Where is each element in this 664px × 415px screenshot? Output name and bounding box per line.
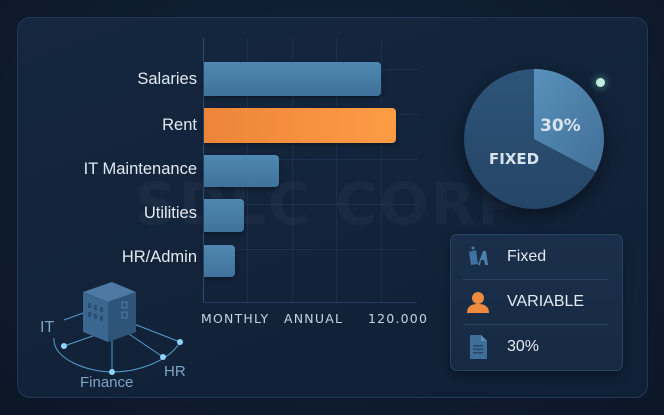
bar-salaries[interactable] — [204, 62, 381, 96]
building-icon — [83, 282, 136, 342]
dept-label-finance: Finance — [80, 374, 134, 391]
legend-item-fixed[interactable]: Fixed — [451, 235, 622, 279]
bar-utilities[interactable] — [204, 199, 244, 232]
legend-divider — [463, 324, 608, 325]
legend-label-fixed: Fixed — [507, 248, 547, 265]
document-icon — [466, 335, 490, 359]
legend-card: Fixed VARIABLE 30% — [450, 234, 623, 371]
bar-rent[interactable] — [204, 108, 396, 143]
category-label-hr-admin: HR/Admin — [121, 248, 197, 266]
dept-label-it: IT — [40, 319, 55, 336]
pie-label-fixed: FIXED — [489, 150, 540, 168]
category-label-utilities: Utilities — [143, 204, 197, 222]
watermark: SDLC CORP — [135, 170, 522, 238]
tag-icon — [466, 245, 490, 269]
department-network-diagram — [53, 282, 183, 375]
x-tick-120000: 120.000 — [368, 311, 429, 326]
y-axis-line — [203, 38, 204, 302]
category-label-salaries: Salaries — [137, 70, 197, 88]
x-axis-line — [203, 302, 417, 303]
pie-chart-graphic — [464, 69, 604, 209]
person-icon — [466, 290, 490, 314]
legend-item-variable[interactable]: VARIABLE — [451, 280, 622, 324]
bar-hr-admin[interactable] — [204, 245, 235, 277]
status-indicator-dot — [596, 78, 605, 87]
x-tick-monthly: MONTHLY — [201, 311, 270, 326]
legend-label-percent: 30% — [507, 338, 540, 355]
legend-item-percent[interactable]: 30% — [451, 325, 622, 369]
legend-divider — [463, 279, 608, 280]
bar-it-maintenance[interactable] — [204, 155, 279, 187]
x-tick-annual: ANNUAL — [284, 311, 344, 326]
dept-label-hr: HR — [164, 363, 186, 380]
category-label-it-maintenance: IT Maintenance — [83, 160, 197, 178]
pie-label-percent: 30% — [540, 116, 581, 136]
category-label-rent: Rent — [162, 116, 197, 134]
legend-label-variable: VARIABLE — [507, 293, 585, 310]
pie-chart[interactable]: 30% FIXED — [463, 68, 605, 210]
